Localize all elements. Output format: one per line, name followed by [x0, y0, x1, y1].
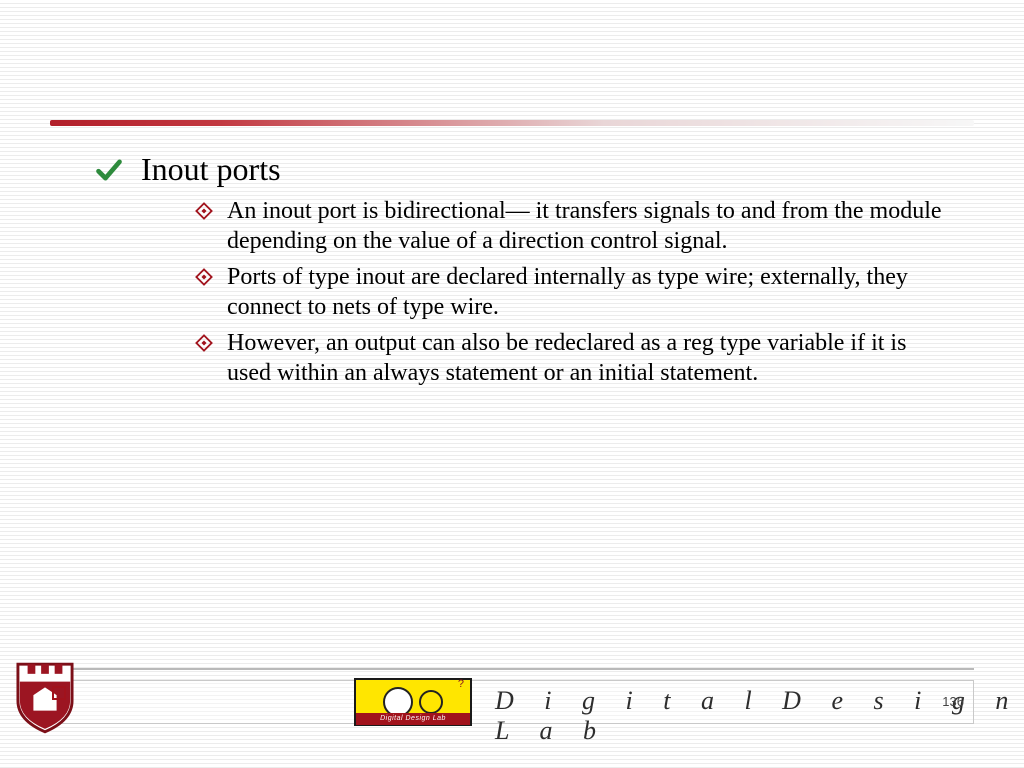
list-item: Ports of type inout are declared interna…	[195, 262, 944, 322]
bullet-text: Ports of type inout are declared interna…	[227, 262, 944, 322]
list-item: However, an output can also be redeclare…	[195, 328, 944, 388]
logo-caption: Digital Design Lab	[356, 713, 470, 725]
lab-logo: ? Digital Design Lab	[354, 678, 472, 726]
diamond-icon	[195, 334, 213, 352]
title-underline	[50, 120, 974, 128]
heading-row: Inout ports	[95, 150, 954, 188]
content-area: Inout ports An inout port is bidirection…	[95, 150, 954, 394]
title-underline-bar	[50, 120, 974, 126]
question-mark-icon: ?	[458, 678, 464, 690]
page-number: 136	[942, 694, 964, 709]
slide: Inout ports An inout port is bidirection…	[0, 0, 1024, 768]
square-bullet-icon	[52, 686, 66, 700]
diamond-icon	[195, 268, 213, 286]
bullet-text: However, an output can also be redeclare…	[227, 328, 944, 388]
logo-circle-yellow	[419, 690, 443, 714]
checkmark-icon	[95, 156, 123, 184]
footer-divider	[50, 668, 974, 670]
footer: ? Digital Design Lab D i g i t a l D e s…	[0, 668, 1024, 738]
bullet-list: An inout port is bidirectional— it trans…	[195, 196, 944, 388]
diamond-icon	[195, 202, 213, 220]
bullet-text: An inout port is bidirectional— it trans…	[227, 196, 944, 256]
heading-text: Inout ports	[141, 150, 281, 188]
list-item: An inout port is bidirectional— it trans…	[195, 196, 944, 256]
